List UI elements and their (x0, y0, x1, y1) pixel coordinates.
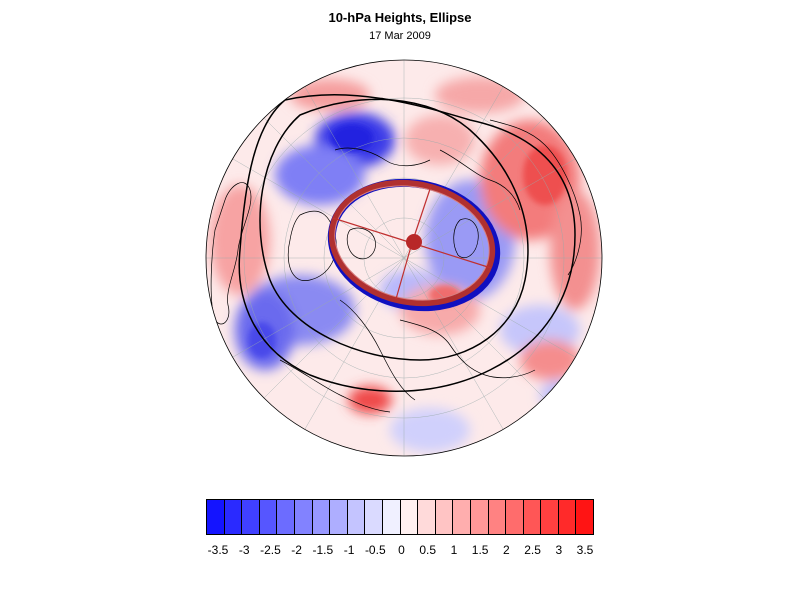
colorbar-tick-label: -2.5 (260, 543, 281, 557)
colorbar (206, 499, 594, 535)
colorbar-tick-label: 3.5 (576, 543, 594, 557)
colorbar-tick-label: 2 (503, 543, 510, 557)
colorbar-swatch (506, 500, 524, 534)
colorbar-swatch (382, 500, 401, 534)
colorbar-tick-label: 1.5 (471, 543, 489, 557)
coastlines (210, 119, 582, 413)
colorbar-tick-label: -3.5 (207, 543, 229, 557)
colorbar-swatch (400, 500, 419, 534)
anomaly-field (206, 60, 602, 456)
colorbar-swatch (470, 500, 489, 534)
colorbar-tick-label: -1.5 (312, 543, 334, 557)
colorbar-tick-label: -1 (343, 543, 355, 557)
colorbar-tick-label: 3 (555, 543, 563, 557)
colorbar-tick-label: 0 (398, 543, 405, 557)
colorbar-swatch (541, 500, 559, 534)
colorbar-tick-label: -2 (291, 543, 302, 557)
colorbar-swatch (523, 500, 542, 534)
colorbar-tick-label: 0.5 (419, 543, 437, 557)
colorbar-tick-label: 2.5 (524, 543, 541, 557)
colorbar-tick-label: -3 (238, 543, 250, 557)
colorbar-swatch (453, 500, 471, 534)
height-contour-inner (259, 98, 529, 361)
colorbar-swatch (277, 500, 295, 534)
colorbar-swatch (576, 500, 594, 534)
colorbar-swatch (347, 500, 366, 534)
globe-outline (205, 59, 603, 457)
vortex-ellipse (327, 178, 501, 312)
colorbar-swatch (418, 500, 436, 534)
colorbar-tick-label: -0.5 (364, 543, 386, 557)
colorbar-swatch (207, 500, 225, 534)
colorbar-swatch (224, 500, 243, 534)
colorbar-swatch (488, 500, 507, 534)
colorbar-swatch (294, 500, 313, 534)
colorbar-swatch (242, 500, 260, 534)
colorbar-swatch (312, 500, 331, 534)
colorbar-swatch (435, 500, 454, 534)
colorbar-swatch (365, 500, 383, 534)
height-contour-outer (238, 94, 576, 392)
colorbar-swatch (259, 500, 278, 534)
map-date: 17 Mar 2009 (369, 30, 431, 42)
colorbar-swatch (330, 500, 348, 534)
vortex-center-marker (406, 234, 422, 250)
colorbar-tick-label: 1 (450, 543, 458, 557)
colorbar-labels: -3.5 -3 -2.5 -2 -1.5 -1 -0.5 0 0.5 1 1.5 2 2.5 3 3.5 (0, 543, 800, 559)
colorbar-swatch (558, 500, 577, 534)
map-title: 10-hPa Heights, Ellipse (328, 10, 472, 25)
